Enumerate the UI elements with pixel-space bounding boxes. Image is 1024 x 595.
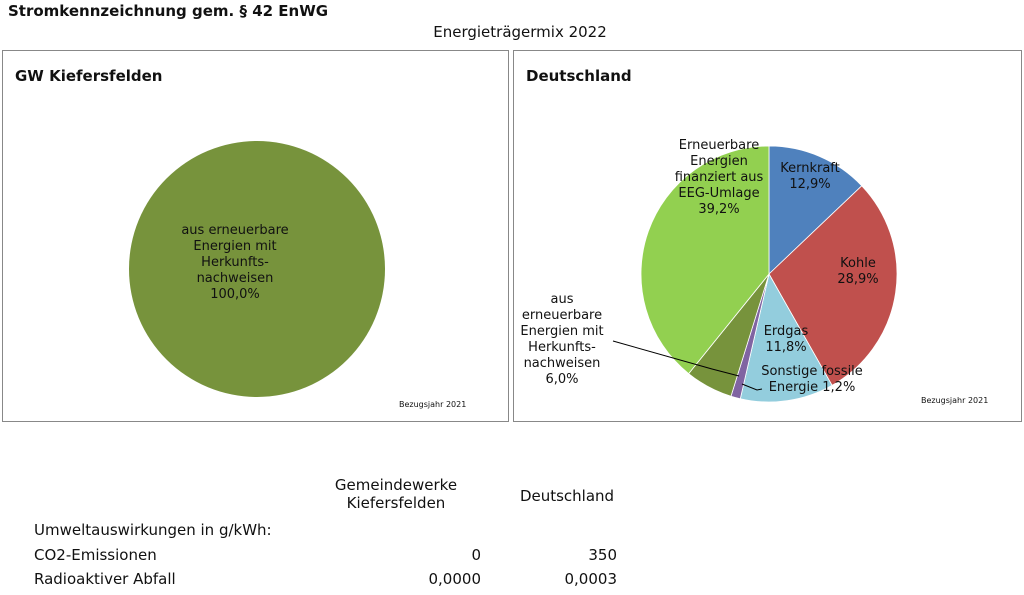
- data-label-erneuerbare-5: Erneuerbare Energien finanziert aus EEG-Uml…: [675, 138, 764, 217]
- pie-chart-kiefersfelden: aus erneuerbare Energien mit Herkunfts-nac…: [129, 141, 385, 397]
- panel-deutschland: Kernkraft 12,9% Kohle 28,9% Erdgas 11,8% Sonst…: [513, 50, 1022, 422]
- pie-slice-erdgas-2: [739, 272, 833, 403]
- pie-slice-kernkraft-0: [768, 145, 863, 275]
- data-label-erdgas-2: Erdgas 11,8%: [764, 324, 809, 355]
- reference-year-deutschland: Bezugsjahr 2021: [921, 396, 989, 405]
- pie-chart-deutschland: Kernkraft 12,9% Kohle 28,9% Erdgas 11,8% Sonst…: [520, 138, 898, 403]
- data-label-kohle-1: Kohle 28,9%: [837, 256, 878, 287]
- pie-slice-kohle-1: [768, 185, 898, 386]
- data-label-kernkraft-0: Kernkraft 12,9%: [780, 161, 840, 192]
- row-value-waste-kiefersfelden: 0,0000: [428, 570, 482, 588]
- reference-year-kiefersfelden: Bezugsjahr 2021: [399, 400, 467, 409]
- data-label-aus-erneuerbare-0: aus erneuerbare Energien mit Herkunfts-nac…: [181, 223, 288, 302]
- column-header-gemeindewerke: Gemeindewerke Kiefersfelden: [334, 476, 458, 512]
- panel-title-deutschland: Deutschland: [526, 67, 632, 85]
- leader-line-0: [612, 340, 740, 377]
- row-label-radioactive-waste: Radioaktiver Abfall: [34, 570, 176, 588]
- row-value-co2-kiefersfelden: 0: [471, 546, 481, 564]
- data-label-aus-4: aus erneuerbare Energien mit Herkunfts-nach…: [520, 292, 603, 387]
- document-title: Stromkennzeichnung gem. § 42 EnWG: [8, 2, 329, 20]
- row-value-co2-deutschland: 350: [588, 546, 617, 564]
- panel-title-kiefersfelden: GW Kiefersfelden: [15, 67, 163, 85]
- energy-mix-title: Energieträgermix 2022: [433, 23, 607, 41]
- row-value-waste-deutschland: 0,0003: [564, 570, 618, 588]
- row-label-co2: CO2-Emissionen: [34, 546, 157, 564]
- panel-kiefersfelden: aus erneuerbare Energien mit Herkunfts-nac…: [2, 50, 509, 422]
- column-header-deutschland: Deutschland: [519, 487, 615, 505]
- pie-slice-erneuerbare-5: [640, 145, 770, 375]
- data-label-sonstige-fossile-3: Sonstige fossile Energie 1,2%: [761, 364, 863, 395]
- leader-line-1: [741, 383, 763, 391]
- section-label: Umweltauswirkungen in g/kWh:: [34, 521, 272, 539]
- pie-slice-aus-erneuerbare-0: [129, 141, 385, 397]
